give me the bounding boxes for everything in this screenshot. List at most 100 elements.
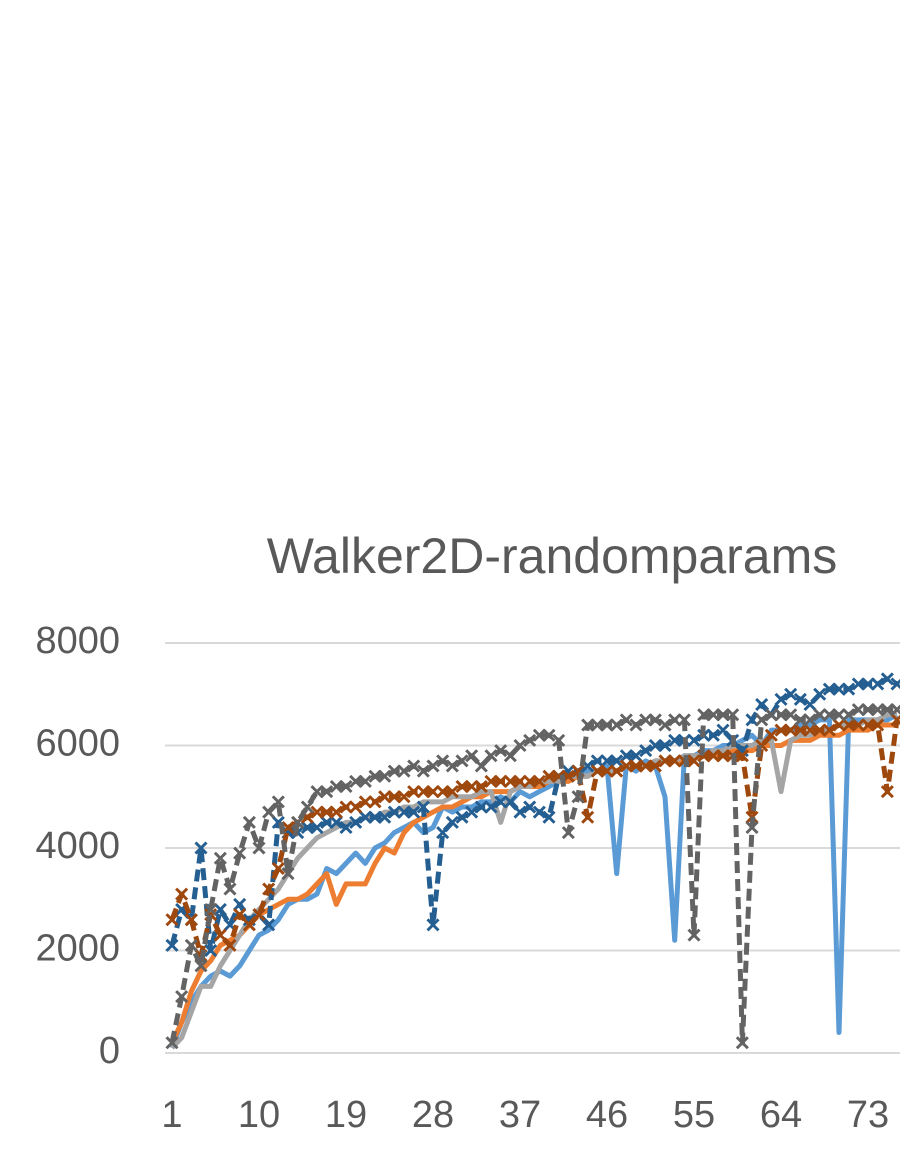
series-marker [629,749,643,763]
series-marker [184,913,198,927]
series-marker [300,800,314,814]
series-marker [687,754,701,768]
series-marker [764,728,778,742]
series-marker [329,779,343,794]
series-marker [755,697,769,712]
series-marker [851,677,865,691]
series-line [170,712,897,1050]
series-marker [387,805,401,819]
series-marker [204,902,218,917]
series-marker [474,759,488,773]
series-marker [610,754,624,768]
series-marker [465,749,479,763]
x-tick-label: 55 [673,1094,715,1136]
series-marker [552,733,566,747]
series-marker [890,677,900,691]
series-marker [619,759,633,773]
series-marker [639,759,653,773]
series-marker [658,718,672,732]
series-marker [484,800,498,814]
series-marker [610,718,624,732]
series-marker [378,769,392,783]
series-marker [629,718,643,732]
series-marker [242,918,256,932]
series-marker [233,846,247,860]
series-marker [175,887,189,901]
series-marker [465,805,479,819]
series-marker [716,723,730,737]
series-marker [832,708,846,722]
series-marker [735,749,749,763]
series-marker [165,913,179,927]
series-marker [764,708,778,722]
series-marker [523,800,537,814]
series-marker [513,738,527,753]
x-tick-label: 10 [238,1094,280,1136]
series-marker [561,826,575,840]
series-marker [494,744,508,758]
series-marker [774,692,788,706]
series-marker [861,677,875,691]
x-tick-label: 37 [499,1094,541,1136]
series-marker [851,703,865,717]
series-marker [581,718,595,732]
series-marker [687,733,701,747]
series-marker [358,810,372,824]
series-marker [455,754,469,768]
series-marker [426,759,440,773]
series-marker [600,718,614,732]
series-marker [774,708,788,722]
series-line [169,719,900,959]
series-marker [648,738,662,753]
series-marker [619,713,633,727]
series-marker [513,805,527,819]
series-marker [300,820,314,835]
series-marker [745,713,759,727]
series-marker [271,795,285,809]
series-marker [658,738,672,753]
series-marker [349,774,363,788]
series-marker [445,759,459,773]
series-marker [474,779,488,794]
series-marker [233,908,247,922]
series-marker [668,713,682,727]
y-tick-label: 2000 [35,928,120,970]
series-line [169,707,897,1046]
series-marker [803,713,817,727]
series-marker [793,723,807,737]
series-marker [165,938,179,952]
series-marker [803,723,817,737]
series-marker [687,928,701,942]
grid [165,642,900,1054]
series-marker [213,902,227,917]
series-marker [455,779,469,794]
series-marker [803,697,817,712]
series-marker [416,785,430,799]
series-marker [484,749,498,763]
series-marker [639,744,653,758]
series-marker [204,943,218,958]
series-marker [871,677,885,691]
series-marker [755,713,769,727]
series-marker [871,718,885,732]
series-marker [668,754,682,768]
series-marker [407,759,421,773]
series-marker [726,708,740,722]
series-marker [397,790,411,804]
series-marker [339,779,353,794]
series-marker [262,805,276,819]
series-marker [503,795,517,809]
series-marker [668,733,682,747]
series-marker [271,861,285,876]
series-marker [590,754,604,768]
series-marker [184,938,198,952]
series-marker [349,815,363,829]
series-marker [590,718,604,732]
series-marker [697,708,711,722]
series-marker [784,708,798,722]
series-marker [233,897,247,911]
series-marker [378,810,392,824]
chart-title: Walker2D-randomparams [267,528,838,584]
series-marker [474,800,488,814]
series-marker [532,774,546,788]
